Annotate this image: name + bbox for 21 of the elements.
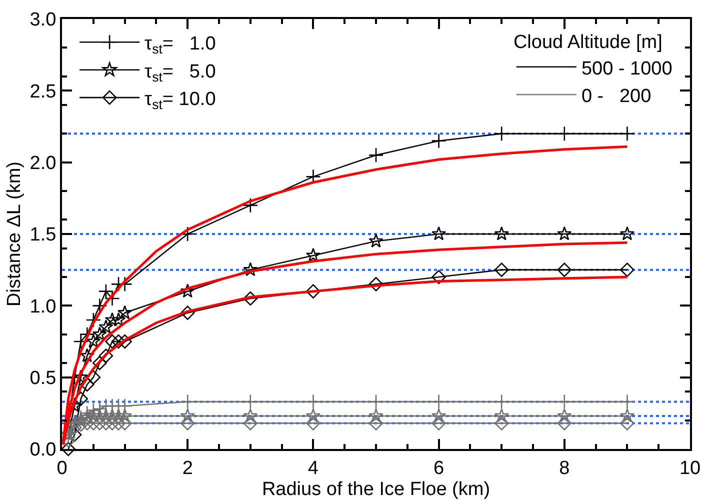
legend-label: τ$_{st}$= 10.0 [144, 88, 216, 112]
x-tick-label: 2 [182, 458, 193, 479]
legend-label: 0 - 200 [581, 86, 652, 107]
y-tick-label: 3.0 [30, 10, 56, 31]
y-axis-title: Distance ΔL (km) [4, 161, 26, 307]
x-tick-label: 6 [434, 458, 444, 479]
y-tick-label: 0.0 [30, 440, 56, 461]
legend-label: τ$_{st}$= 5.0 [144, 61, 216, 84]
x-tick-label: 0 [56, 458, 68, 479]
y-tick-label: 1.5 [30, 224, 56, 246]
y-tick-label: 1.0 [30, 296, 56, 318]
legend-label: τ$_{st}$= 1.0 [144, 34, 216, 57]
legend-title: Cloud Altitude [m] [513, 32, 662, 53]
y-tick-label: 2.5 [30, 81, 56, 102]
y-tick-label: 2.0 [30, 152, 56, 174]
x-axis-title: Radius of the Ice Floe (km) [262, 478, 490, 500]
legend-label: 500 - 1000 [581, 58, 672, 80]
x-tick-label: 10 [679, 458, 701, 479]
x-tick-label: 4 [308, 458, 319, 479]
y-tick-label: 0.5 [30, 368, 56, 389]
x-tick-label: 8 [559, 458, 570, 479]
